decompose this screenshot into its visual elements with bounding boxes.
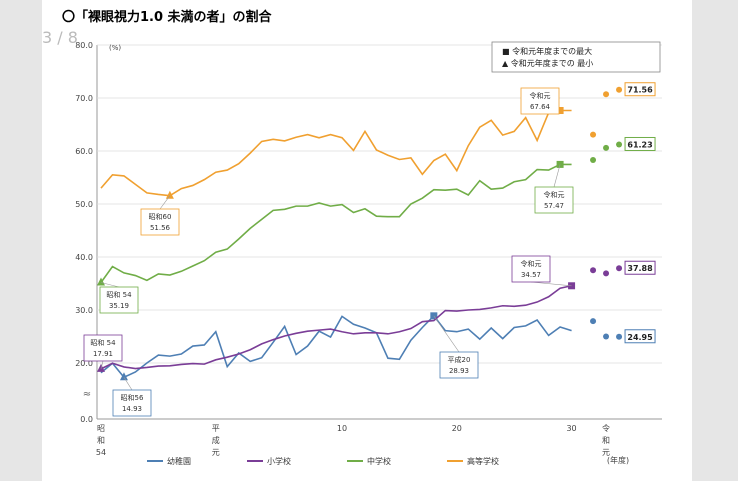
callout-label: 令和元 [521, 259, 542, 268]
series-point [590, 131, 597, 138]
x-tick-label: 和 [602, 436, 610, 445]
series-point [616, 86, 623, 93]
end-value-label: 37.88 [627, 264, 653, 273]
legend-label: 中学校 [367, 456, 391, 466]
end-value-box [624, 82, 656, 97]
callout-box [83, 334, 123, 362]
series-point [590, 318, 597, 325]
end-value-box [624, 329, 656, 344]
x-tick-label: 和 [97, 436, 105, 445]
callout-box [511, 255, 551, 283]
x-unit-label: (年度) [607, 455, 629, 465]
y-unit-label: (%) [109, 44, 121, 52]
legend-label: 小学校 [267, 456, 291, 466]
callout-leader [100, 282, 120, 288]
x-tick-label: 成 [212, 435, 220, 445]
y-tick-label: 50.0 [75, 200, 93, 209]
callout-box [439, 351, 479, 379]
x-tick-label: 平 [212, 424, 220, 433]
legend-max-text: ■ 令和元年度までの最大 [502, 46, 592, 56]
callout-value: 51.56 [150, 224, 171, 232]
series-point [590, 157, 597, 164]
x-tick-label: 令 [602, 423, 610, 433]
chart-card: 〇「裸眼視力1.0 未満の者」の割合 0.0 20.0 30.0 40.0 50.0 60… [42, 0, 692, 481]
legend-label: 高等学校 [467, 456, 499, 466]
series-point [616, 265, 623, 272]
callout-value: 14.93 [122, 405, 142, 413]
series-point [616, 141, 623, 148]
series-point [590, 267, 597, 274]
callout-leader [553, 164, 561, 188]
series-point [603, 91, 610, 98]
x-tick-label: 30 [566, 424, 576, 433]
end-value-label: 71.56 [627, 86, 653, 95]
min-marker [119, 372, 128, 381]
y-tick-label: 40.0 [75, 253, 93, 262]
y-tick-label: 60.0 [75, 147, 93, 156]
callout-leader [530, 281, 572, 287]
x-tick-label: 昭 [97, 424, 105, 433]
series-point [616, 333, 623, 340]
callout-leader [433, 315, 460, 353]
x-tick-label: 20 [452, 424, 462, 433]
callout-label: 昭和 54 [90, 338, 116, 347]
callout-box [534, 186, 574, 214]
series-point [603, 270, 610, 277]
callout-value: 34.57 [521, 271, 541, 279]
callout-label: 昭和60 [149, 212, 172, 221]
line-chart: 0.020.030.040.050.060.070.080.0 (%)≈昭和54平… [75, 41, 662, 466]
axis-break-mark: ≈ [83, 389, 91, 400]
callout-value: 35.19 [109, 302, 129, 310]
page-indicator: 3 / 8 [42, 28, 78, 47]
callout-leader [123, 377, 133, 391]
callout-box [140, 208, 180, 236]
callout-label: 平成20 [448, 355, 471, 364]
series-point [603, 333, 610, 340]
callout-label: 昭和 54 [106, 290, 132, 299]
callout-box [520, 87, 560, 115]
legend-min-text: ▲ 令和元年度までの 最小 [502, 58, 593, 68]
legend-box [491, 41, 661, 73]
callout-leader [159, 195, 171, 210]
x-tick-label: 元 [212, 448, 220, 457]
min-marker [165, 190, 174, 199]
callout-value: 28.93 [449, 367, 469, 375]
y-tick-label: 20.0 [75, 359, 93, 368]
callout-value: 17.91 [93, 350, 113, 358]
callout-leader [100, 360, 104, 369]
end-value-box [624, 136, 656, 151]
callout-label: 昭和56 [121, 393, 144, 402]
y-tick-label: 70.0 [75, 94, 93, 103]
callout-box [112, 389, 152, 417]
callout-label: 令和元 [544, 190, 565, 199]
y-tick-label: 30.0 [75, 306, 93, 315]
callout-box [99, 286, 139, 314]
callout-value: 67.64 [530, 103, 551, 111]
y-tick-label: 0.0 [80, 415, 93, 424]
series-line-2 [100, 163, 572, 283]
page-title: 〇「裸眼視力1.0 未満の者」の割合 [62, 10, 272, 25]
x-tick-label: 10 [337, 424, 347, 433]
callout-value: 57.47 [544, 202, 564, 210]
x-tick-label: 54 [96, 448, 106, 457]
end-value-box [624, 260, 656, 275]
series-line-3 [100, 109, 572, 197]
end-value-label: 24.95 [627, 333, 653, 342]
min-marker [97, 277, 105, 286]
legend-label: 幼稚園 [167, 456, 191, 466]
x-tick-label: 元 [602, 448, 610, 457]
series-point [603, 144, 610, 151]
callout-label: 令和元 [530, 91, 551, 100]
series-line-1 [100, 284, 572, 370]
y-tick-label: 80.0 [75, 41, 93, 50]
end-value-label: 61.23 [627, 140, 652, 149]
series-line-0 [100, 314, 572, 379]
